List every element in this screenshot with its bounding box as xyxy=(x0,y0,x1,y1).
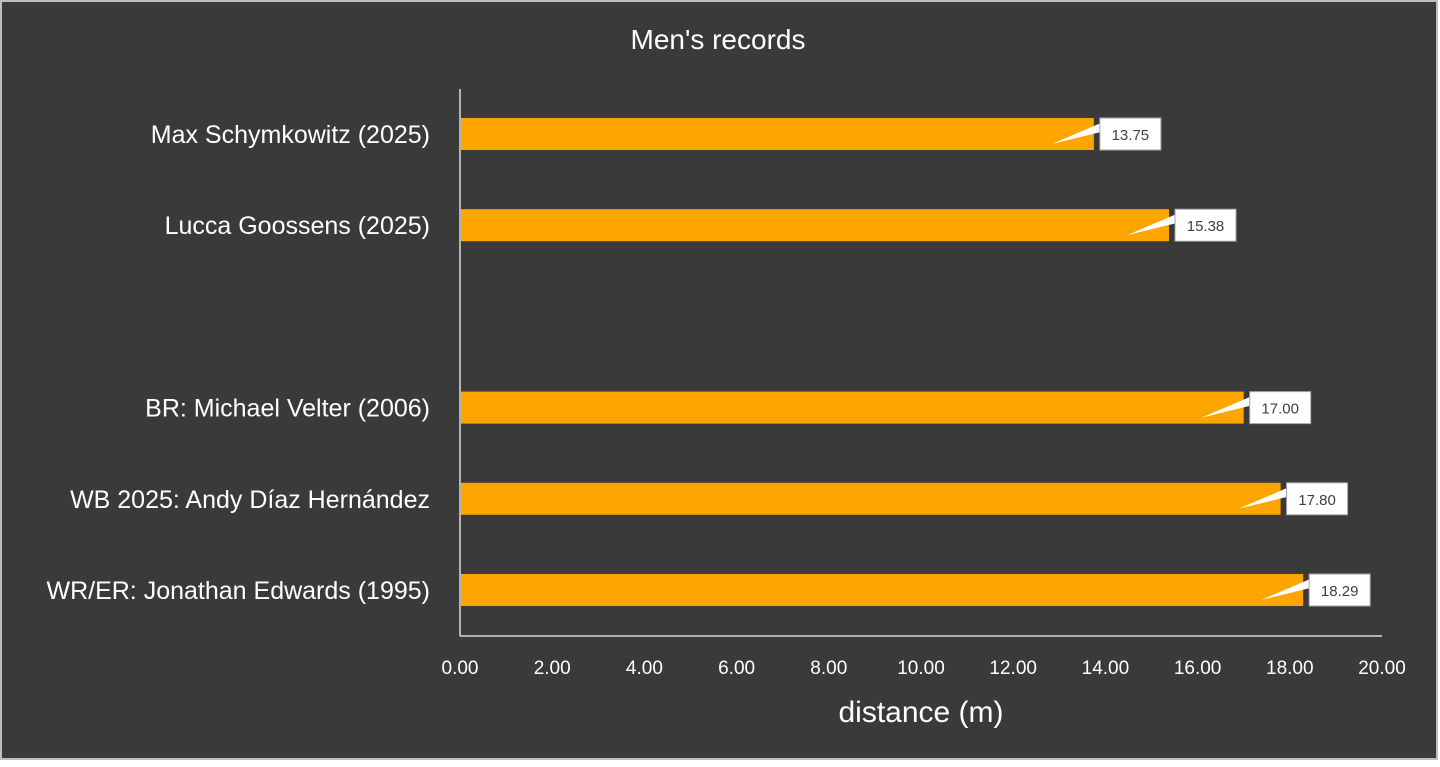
bar xyxy=(461,118,1094,150)
data-label: 17.80 xyxy=(1238,482,1349,516)
x-axis-title: distance (m) xyxy=(838,696,1003,729)
category-labels-layer: Max Schymkowitz (2025) Lucca Goossens (20… xyxy=(46,121,430,605)
x-tick-label: 6.00 xyxy=(718,658,755,679)
data-label-pointer xyxy=(1261,579,1311,600)
bar xyxy=(461,482,1281,515)
data-label: 18.29 xyxy=(1261,573,1371,607)
x-tick-label: 10.00 xyxy=(897,658,945,679)
data-label-text: 13.75 xyxy=(1112,127,1150,144)
data-label: 13.75 xyxy=(1051,117,1162,151)
x-tick-labels-layer: 0.00 2.00 4.00 6.00 8.00 10.00 12.00 14.00 16.00… xyxy=(442,658,1406,679)
data-label-text: 15.38 xyxy=(1187,218,1225,235)
category-label: WR/ER: Jonathan Edwards (1995) xyxy=(46,577,430,605)
data-label-box xyxy=(1174,208,1237,242)
chart-title: Men's records xyxy=(631,24,806,55)
category-label: BR: Michael Velter (2006) xyxy=(145,395,430,423)
data-label-box xyxy=(1249,391,1312,425)
data-label-text: 17.00 xyxy=(1261,401,1299,418)
data-label-text: 18.29 xyxy=(1321,583,1359,600)
data-label-pointer xyxy=(1238,487,1288,509)
bars-layer xyxy=(461,118,1304,606)
x-tick-label: 8.00 xyxy=(810,658,847,679)
data-label-text: 17.80 xyxy=(1298,492,1336,509)
data-label: 15.38 xyxy=(1127,208,1237,242)
data-label-box xyxy=(1286,482,1349,516)
x-tick-label: 20.00 xyxy=(1358,658,1406,679)
data-label-pointer xyxy=(1127,214,1177,236)
bar xyxy=(461,574,1304,606)
bar xyxy=(461,209,1170,242)
data-label-box xyxy=(1308,573,1371,607)
x-tick-label: 14.00 xyxy=(1082,658,1130,679)
bar xyxy=(461,391,1244,424)
category-label: WB 2025: Andy Díaz Hernández xyxy=(70,486,430,514)
x-tick-label: 16.00 xyxy=(1174,658,1222,679)
x-tick-label: 18.00 xyxy=(1266,658,1314,679)
data-label-pointer xyxy=(1201,396,1251,418)
data-label-box xyxy=(1099,117,1162,151)
x-tick-label: 4.00 xyxy=(626,658,663,679)
data-label-pointer xyxy=(1051,123,1101,144)
data-label: 17.00 xyxy=(1201,391,1312,425)
x-tick-label: 0.00 xyxy=(442,658,479,679)
data-labels-layer: 13.75 15.38 17.00 17.80 18.29 xyxy=(1051,117,1371,607)
x-tick-label: 12.00 xyxy=(989,658,1037,679)
category-label: Max Schymkowitz (2025) xyxy=(151,121,430,149)
x-tick-label: 2.00 xyxy=(534,658,571,679)
category-label: Lucca Goossens (2025) xyxy=(165,212,430,240)
